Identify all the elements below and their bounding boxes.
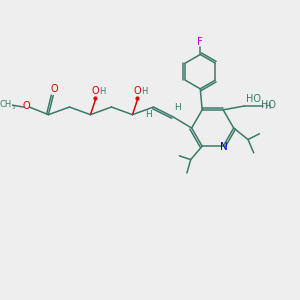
- Text: N: N: [220, 142, 228, 152]
- Text: H: H: [264, 101, 270, 110]
- Text: H: H: [141, 87, 147, 96]
- Text: H: H: [174, 103, 181, 112]
- Text: CH: CH: [0, 100, 12, 109]
- Text: O: O: [134, 86, 141, 96]
- Text: H: H: [99, 87, 105, 96]
- Text: O: O: [23, 101, 30, 111]
- Text: HO: HO: [261, 100, 276, 110]
- Text: F: F: [197, 37, 203, 47]
- Text: O: O: [50, 84, 58, 94]
- Text: 3: 3: [11, 106, 15, 110]
- Text: O: O: [92, 86, 99, 96]
- Text: HO: HO: [246, 94, 261, 104]
- Text: H: H: [145, 110, 152, 119]
